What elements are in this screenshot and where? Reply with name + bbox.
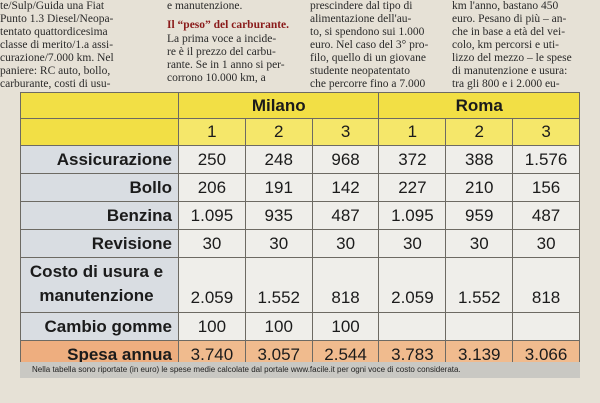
text-line: paniere: RC auto, bollo, — [0, 65, 111, 77]
table-note: Nella tabella sono riportate (in euro) l… — [20, 362, 580, 378]
text-column: te/Sulp/Guida una Fiat Punto 1.3 Diesel/N… — [0, 0, 160, 91]
text-column: e manutenzione. Il “peso” del carburante.… — [167, 0, 305, 85]
cost-cell: 156 — [512, 173, 580, 202]
text-line: filo, quello di un giovane — [310, 52, 426, 64]
cost-cell: 191 — [244, 173, 313, 202]
cost-cell: 1.095 — [378, 201, 447, 230]
text-column: prescindere dal tipo di alimentazione del… — [310, 0, 448, 91]
cost-cell: 2.059 — [178, 257, 246, 313]
cost-cell: 100 — [311, 312, 380, 341]
cost-cell: 1.552 — [445, 257, 514, 313]
text-line: studente neopatentato — [310, 65, 410, 77]
cost-cell: 935 — [244, 201, 313, 230]
text-line: lizzo del mezzo – le spese — [452, 52, 572, 64]
cost-cell: 100 — [178, 312, 246, 341]
profile-header: 3 — [311, 118, 380, 146]
text-line: classe di merito/1.a assi- — [0, 39, 114, 51]
text-line: di manutenzione e usura: — [452, 65, 568, 77]
cost-cell: 388 — [445, 145, 514, 174]
text-line: rante. Se in 1 anno si per- — [167, 59, 285, 71]
profile-header: 2 — [244, 118, 313, 146]
text-line: corrono 10.000 km, a — [167, 72, 266, 84]
empty-cell — [512, 312, 580, 341]
text-line: euro. Pesano di più – an- — [452, 13, 567, 25]
cost-cell: 142 — [311, 173, 380, 202]
profile-header: 2 — [445, 118, 514, 146]
empty-cell — [445, 312, 514, 341]
cost-cell: 1.095 — [178, 201, 246, 230]
row-label: Assicurazione — [20, 145, 179, 174]
text-line: e manutenzione. — [167, 0, 243, 12]
city-row: Milano Roma — [20, 92, 580, 119]
text-line: La prima voce a incide- — [167, 33, 277, 45]
cost-cell: 818 — [512, 257, 580, 313]
cost-row: Assicurazione 250 248 968 372 388 1.576 — [20, 145, 580, 174]
corner-cell — [20, 92, 179, 119]
row-label: Revisione — [20, 229, 179, 258]
cost-row: Costo di usura e manutenzione 2.059 1.552 8… — [20, 257, 580, 313]
text-line: alimentazione dell'au- — [310, 13, 412, 25]
cost-row: Revisione 30 30 30 30 30 30 — [20, 229, 580, 258]
table-body: Milano Roma 1 2 3 1 2 3 Assicurazione 250 248 968 37… — [20, 92, 580, 369]
cost-cell: 30 — [178, 229, 246, 258]
city-header: Roma — [378, 92, 580, 119]
cost-cell: 1.552 — [244, 257, 313, 313]
text-line: Punto 1.3 Diesel/Neopa- — [0, 13, 114, 25]
cost-cell: 30 — [512, 229, 580, 258]
profile-header: 1 — [178, 118, 246, 146]
cost-cell: 959 — [445, 201, 514, 230]
cost-cell: 968 — [311, 145, 380, 174]
row-label: Bollo — [20, 173, 179, 202]
text-line: te/Sulp/Guida una Fiat — [0, 0, 105, 12]
text-line: che in base a età del vei- — [452, 26, 566, 38]
text-line: re è il prezzo del carbu- — [167, 46, 276, 58]
cost-cell: 206 — [178, 173, 246, 202]
cost-cell: 30 — [445, 229, 514, 258]
section-heading: Il “peso” del carburante. — [167, 19, 290, 31]
cost-cell: 372 — [378, 145, 447, 174]
cost-cell: 30 — [244, 229, 313, 258]
cost-cell: 487 — [311, 201, 380, 230]
cost-cell: 100 — [244, 312, 313, 341]
empty-cell — [378, 312, 447, 341]
cost-cell: 487 — [512, 201, 580, 230]
text-line: km l'anno, bastano 450 — [452, 0, 559, 12]
text-line: to, si spendono sui 1.000 — [310, 26, 425, 38]
row-label: Benzina — [20, 201, 179, 230]
cost-cell: 818 — [311, 257, 380, 313]
profile-header: 1 — [378, 118, 447, 146]
corner-cell — [20, 118, 179, 146]
cost-row: Bollo 206 191 142 227 210 156 — [20, 173, 580, 202]
row-label: Cambio gomme — [20, 312, 179, 341]
profile-header: 3 — [512, 118, 580, 146]
cost-cell: 210 — [445, 173, 514, 202]
cost-cell: 248 — [244, 145, 313, 174]
text-line: curazione/7.000 km. Nel — [0, 52, 114, 64]
text-line: tra gli 800 e i 2.000 eu- — [452, 78, 560, 90]
text-line: carburante, costi di usu- — [0, 78, 111, 90]
text-column: km l'anno, bastano 450 euro. Pesano di pi… — [452, 0, 600, 91]
cost-cell: 227 — [378, 173, 447, 202]
city-header: Milano — [177, 92, 380, 119]
cost-cell: 30 — [311, 229, 380, 258]
text-line: colo, km percorsi e uti- — [452, 39, 559, 51]
cost-row: Benzina 1.095 935 487 1.095 959 487 — [20, 201, 580, 230]
text-line: prescindere dal tipo di — [310, 0, 413, 12]
text-line: tentato quattordicesima — [0, 26, 108, 38]
cost-cell: 250 — [178, 145, 246, 174]
cost-table: Milano Roma 1 2 3 1 2 3 Assicurazione 250 248 968 37… — [20, 92, 580, 369]
cost-row: Cambio gomme 100 100 100 — [20, 312, 580, 341]
row-label: Costo di usura e manutenzione — [20, 257, 179, 313]
text-line: euro. Nel caso del 3° pro- — [310, 39, 429, 51]
text-line: che percorre fino a 7.000 — [310, 78, 426, 90]
cost-cell: 1.576 — [512, 145, 580, 174]
cost-cell: 30 — [378, 229, 447, 258]
cost-cell: 2.059 — [378, 257, 447, 313]
